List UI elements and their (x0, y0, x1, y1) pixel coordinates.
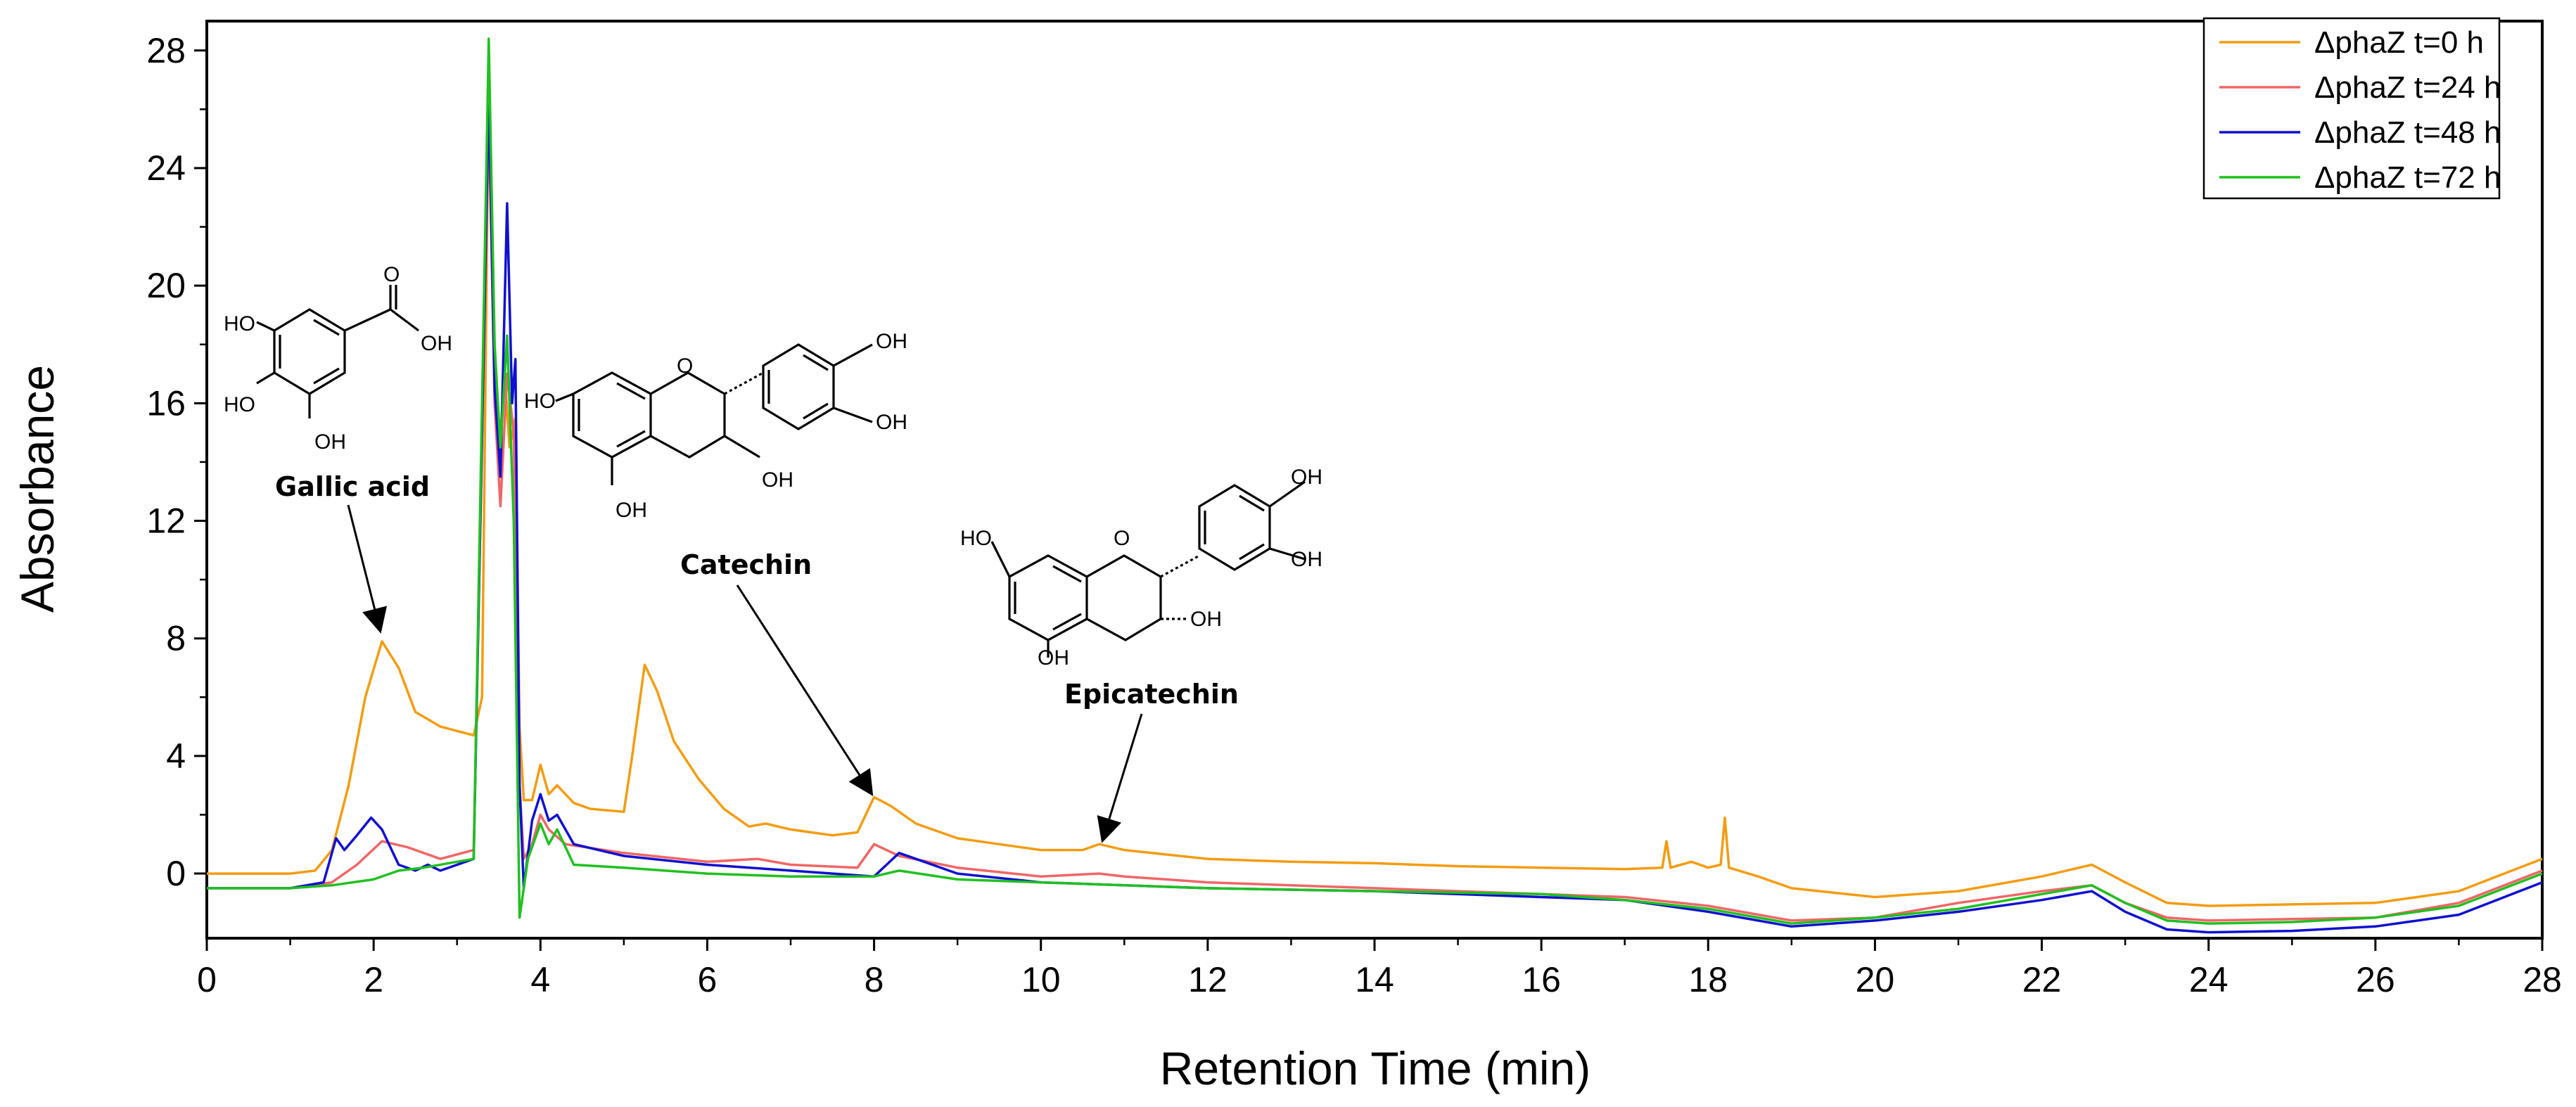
svg-text:OH: OH (1291, 466, 1322, 489)
x-tick-label: 0 (197, 960, 217, 999)
arrow-gallic-acid (347, 504, 388, 634)
x-tick-label: 12 (1188, 960, 1228, 999)
svg-text:O: O (677, 354, 693, 378)
x-tick-label: 18 (1688, 960, 1728, 999)
x-tick-label: 24 (2189, 960, 2229, 999)
y-tick-label: 16 (146, 383, 186, 423)
legend-label-t72: ΔphaZ t=72 h (2314, 160, 2501, 195)
plot-frame (205, 20, 2544, 940)
x-tick-label: 8 (865, 960, 884, 999)
series-line-3 (207, 37, 2543, 925)
legend-box (2202, 17, 2501, 200)
annotation-epicatechin: Epicatechin (1064, 679, 1239, 710)
svg-text:OH: OH (876, 330, 907, 353)
svg-text:OH: OH (421, 332, 452, 355)
svg-text:O: O (383, 263, 400, 286)
x-axis-title: Retention Time (min) (1160, 1042, 1591, 1094)
x-tick-label: 2 (364, 960, 383, 999)
x-tick-label: 20 (1856, 960, 1895, 999)
legend: ΔphaZ t=0 h ΔphaZ t=24 h ΔphaZ t=48 h Δp… (2202, 17, 2501, 200)
svg-text:HO: HO (224, 393, 255, 416)
svg-text:HO: HO (524, 390, 556, 413)
arrow-catechin (736, 584, 874, 797)
y-tick-label: 28 (146, 31, 186, 70)
series-layer (207, 37, 2543, 934)
legend-label-t24: ΔphaZ t=24 h (2314, 70, 2501, 105)
x-tick-label: 28 (2523, 960, 2562, 999)
series-line-2 (207, 93, 2543, 934)
gallic-acid-structure-icon: O OH HO HO OH (224, 263, 452, 454)
y-axis-title: Absorbance (11, 365, 63, 613)
x-tick-label: 16 (1522, 960, 1561, 999)
svg-text:OH: OH (314, 430, 346, 454)
y-tick-label: 24 (146, 148, 186, 188)
svg-text:HO: HO (960, 527, 992, 550)
x-tick-label: 14 (1355, 960, 1394, 999)
x-tick-label: 22 (2022, 960, 2062, 999)
y-tick-label: 12 (146, 501, 186, 541)
x-tick-label: 26 (2356, 960, 2395, 999)
epicatechin-structure-icon: O OH OH OH HO OH (960, 466, 1322, 670)
y-axis: 0 4 8 12 16 20 24 28 (146, 31, 207, 893)
arrow-epicatechin (1097, 713, 1143, 843)
series-line-0 (207, 78, 2543, 907)
y-tick-label: 0 (166, 854, 186, 893)
x-tick-label: 4 (530, 960, 550, 999)
svg-text:OH: OH (616, 499, 647, 522)
x-tick-label: 10 (1021, 960, 1061, 999)
svg-text:OH: OH (1291, 548, 1322, 571)
svg-text:O: O (1114, 527, 1130, 550)
annotation-gallic-acid: Gallic acid (275, 471, 430, 502)
legend-label-t0: ΔphaZ t=0 h (2314, 25, 2484, 60)
svg-text:OH: OH (1190, 608, 1222, 631)
legend-label-t48: ΔphaZ t=48 h (2314, 115, 2501, 150)
y-tick-label: 8 (166, 619, 186, 658)
annotation-catechin: Catechin (680, 549, 812, 580)
svg-text:OH: OH (876, 411, 907, 434)
y-tick-label: 20 (146, 266, 186, 305)
series-line-1 (207, 108, 2543, 922)
catechin-structure-icon: O OH OH OH HO OH (524, 330, 907, 522)
svg-text:OH: OH (762, 468, 793, 492)
y-tick-label: 4 (166, 736, 186, 776)
x-axis: 0 2 4 6 8 10 12 14 16 18 20 22 24 26 28 (197, 938, 2562, 999)
svg-text:HO: HO (224, 312, 255, 335)
svg-text:OH: OH (1038, 646, 1069, 670)
x-tick-label: 6 (698, 960, 718, 999)
